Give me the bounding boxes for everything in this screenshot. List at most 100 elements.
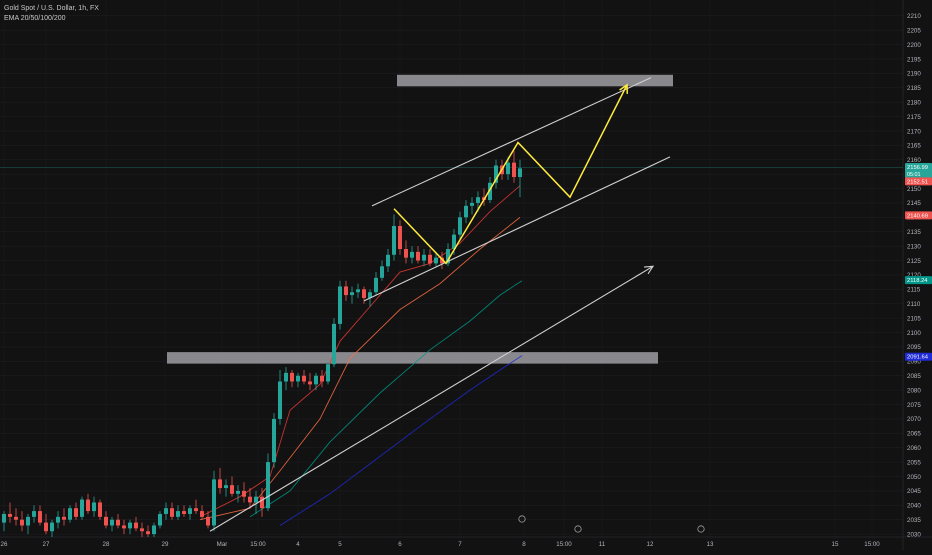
price-label-text: 2152.51 (907, 179, 928, 185)
candle-body (506, 162, 510, 175)
event-marker-icon[interactable] (518, 515, 526, 523)
candle-body (68, 508, 72, 520)
price-label-box (905, 352, 932, 361)
price-tick-label: 2085 (907, 373, 921, 380)
candle-body (296, 375, 300, 382)
candle-body (338, 286, 342, 324)
candle-body (398, 225, 402, 250)
price-tick-label: 2100 (907, 330, 921, 337)
candle-body (314, 375, 318, 385)
candle-body (266, 462, 270, 509)
price-tick-label: 2045 (907, 488, 921, 495)
price-tick-label: 2075 (907, 402, 921, 409)
time-tick-label: 6 (398, 541, 402, 548)
candle-body (320, 375, 324, 382)
candle-body (326, 364, 330, 382)
candle-body (254, 496, 258, 503)
candle-body (92, 502, 96, 512)
price-tick-label: 2080 (907, 387, 921, 394)
price-tick-label: 2200 (907, 42, 921, 49)
candle-body (116, 519, 120, 526)
price-tick-label: 2115 (907, 287, 921, 294)
price-tick-label: 2185 (907, 85, 921, 92)
candle-body (374, 277, 378, 293)
candle-body (290, 372, 294, 382)
ema100-line (249, 280, 523, 518)
candle-body (188, 508, 192, 514)
price-tick-label: 2125 (907, 258, 921, 265)
ema200-line (279, 355, 523, 526)
candle-body (440, 257, 444, 264)
price-label-box (905, 276, 932, 285)
candle-body (122, 525, 126, 529)
price-label-text: 2091.64 (907, 355, 929, 361)
indicator-label: EMA 20/50/100/200 (4, 15, 66, 22)
candle-body (74, 508, 78, 517)
event-marker-icon[interactable] (574, 525, 582, 533)
candle-body (488, 182, 492, 201)
candle-body (80, 499, 84, 517)
candle-body (26, 516, 30, 526)
candle-body (386, 254, 390, 267)
price-tick-label: 2165 (907, 143, 921, 150)
candle-body (38, 511, 42, 523)
candle-body (404, 249, 408, 258)
candle-body (62, 516, 66, 520)
price-label-box (905, 162, 932, 178)
candle-body (356, 289, 360, 293)
time-tick-label: 12 (647, 541, 654, 548)
time-axis: 26 27 28 29 Mar 15:00 4 5 6 7 8 15:00 11 12 13 15 15:00 (1, 541, 881, 548)
candle-body (416, 251, 420, 261)
candle-body (392, 225, 396, 255)
candle-body (140, 528, 144, 532)
candle-body (308, 381, 312, 385)
time-tick-label: 13 (707, 541, 714, 548)
supply-demand-zone (397, 74, 673, 87)
supply-demand-zone (167, 352, 658, 364)
time-tick-label: 15:00 (250, 541, 266, 548)
legend: Gold Spot / U.S. Dollar, 1h, FX EMA 20/5… (4, 4, 99, 24)
candles (2, 151, 522, 537)
price-tick-label: 2210 (907, 13, 921, 20)
ema50-line (199, 216, 521, 521)
candle-body (176, 511, 180, 517)
time-tick-label: 8 (522, 541, 526, 548)
candle-body (302, 375, 306, 382)
price-label-text: 2140.69 (907, 213, 928, 219)
time-tick-label: 29 (162, 541, 169, 548)
candle-body (428, 254, 432, 264)
price-tick-label: 2095 (907, 344, 921, 351)
candle-body (146, 531, 150, 535)
channel-line (371, 77, 652, 207)
time-tick-label: 26 (1, 541, 8, 548)
candle-body (44, 522, 48, 532)
price-tick-label: 2120 (907, 272, 921, 279)
time-tick-label: 15:00 (864, 541, 880, 548)
candle-body (278, 381, 282, 419)
candle-body (128, 522, 132, 529)
candle-body (14, 516, 18, 520)
projection-arrow-head (619, 83, 629, 94)
candle-body (380, 266, 384, 278)
candle-body (410, 251, 414, 258)
candle-body (518, 168, 522, 178)
price-label-box (905, 177, 932, 186)
candle-body (50, 522, 54, 532)
candle-body (182, 511, 186, 514)
event-marker-icon[interactable] (697, 525, 705, 533)
candle-body (260, 496, 264, 509)
candle-body (494, 165, 498, 183)
price-tick-label: 2110 (907, 301, 921, 308)
candle-body (434, 257, 438, 264)
price-tick-label: 2055 (907, 459, 921, 466)
projection-path (393, 84, 628, 265)
time-tick-label: 15:00 (556, 541, 572, 548)
candle-body (2, 513, 6, 523)
candle-body (236, 490, 240, 494)
price-tick-label: 2175 (907, 114, 921, 121)
price-tick-label: 2160 (907, 157, 921, 164)
candle-body (86, 499, 90, 512)
candle-body (32, 511, 36, 517)
